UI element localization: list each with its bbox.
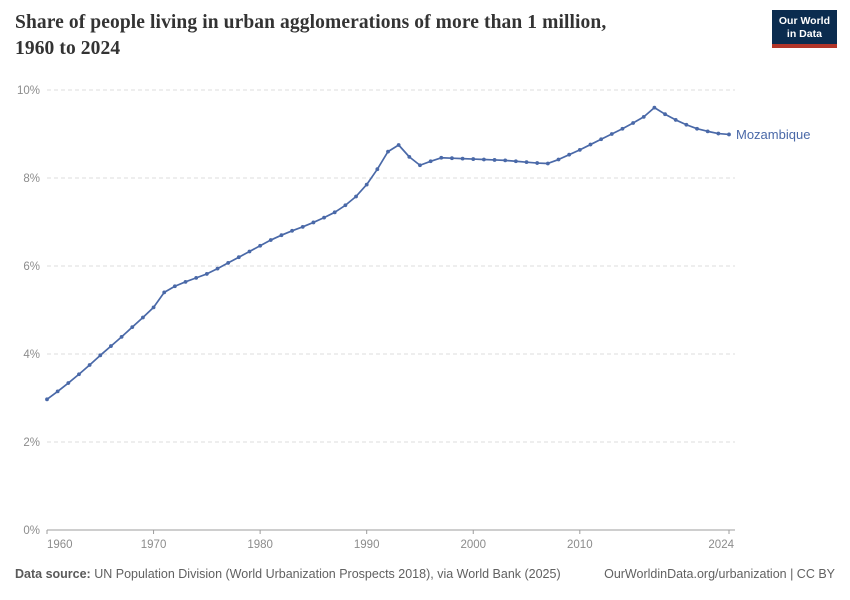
- data-point: [87, 363, 92, 367]
- data-point: [599, 137, 604, 142]
- y-axis-tick-label: 10%: [17, 85, 40, 97]
- chart-footer: Data source: UN Population Division (Wor…: [15, 567, 835, 581]
- chart-title-line2: 1960 to 2024: [15, 37, 121, 59]
- data-point: [695, 126, 699, 131]
- data-point: [545, 161, 550, 166]
- data-point: [98, 353, 103, 358]
- data-point: [588, 142, 593, 147]
- data-point: [460, 156, 465, 161]
- data-point: [577, 147, 582, 152]
- data-point: [428, 159, 433, 164]
- data-point: [684, 122, 689, 127]
- y-axis-tick-label: 8%: [23, 173, 40, 185]
- data-point: [162, 290, 167, 295]
- data-point: [66, 381, 71, 385]
- data-source-note: Data source: UN Population Division (Wor…: [15, 567, 561, 581]
- data-point: [471, 157, 476, 161]
- owid-logo-text-line1: Our World: [778, 15, 830, 27]
- owid-logo[interactable]: Our World in Data: [771, 10, 837, 48]
- data-point: [386, 149, 390, 154]
- data-point: [109, 344, 113, 348]
- data-point: [492, 158, 497, 162]
- data-source-text: UN Population Division (World Urbanizati…: [90, 567, 561, 581]
- x-axis-tick-label: 2000: [460, 539, 486, 551]
- data-point: [364, 182, 369, 187]
- data-point: [130, 325, 135, 330]
- data-point: [204, 272, 209, 276]
- x-axis-tick-label: 1990: [354, 539, 380, 551]
- chart-title-line1: Share of people living in urban agglomer…: [15, 12, 607, 33]
- data-point: [322, 215, 326, 220]
- data-point: [513, 159, 518, 164]
- x-axis-tick-label: 1980: [247, 539, 273, 551]
- data-point: [354, 194, 358, 199]
- data-point: [258, 243, 263, 248]
- data-point: [247, 249, 252, 254]
- data-point: [375, 167, 380, 172]
- data-point: [141, 315, 145, 320]
- y-axis-tick-label: 6%: [23, 261, 40, 273]
- data-point: [418, 163, 422, 168]
- data-point: [183, 279, 188, 284]
- data-point: [290, 228, 294, 233]
- data-point: [716, 131, 721, 136]
- data-point: [450, 156, 454, 161]
- data-point: [151, 305, 156, 310]
- data-point: [641, 114, 646, 119]
- owid-logo-text-line2: in Data: [786, 27, 822, 40]
- data-point: [194, 275, 199, 280]
- data-point: [705, 129, 710, 134]
- data-point: [652, 105, 657, 110]
- data-point: [482, 157, 486, 162]
- data-point: [567, 152, 572, 157]
- data-point: [396, 143, 401, 147]
- data-point: [300, 224, 305, 229]
- data-point: [609, 132, 614, 136]
- data-point: [77, 372, 81, 377]
- series-label-mozambique[interactable]: Mozambique: [736, 127, 810, 142]
- data-point: [268, 238, 273, 242]
- data-point: [620, 126, 625, 131]
- data-point: [407, 154, 412, 159]
- y-axis-tick-label: 0%: [23, 525, 40, 537]
- data-point: [535, 161, 540, 165]
- data-point: [673, 118, 678, 122]
- data-point: [172, 284, 177, 289]
- data-point: [439, 155, 444, 160]
- data-point: [215, 266, 220, 271]
- x-axis-tick-label: 2024: [708, 539, 734, 551]
- x-axis-tick-label: 1960: [47, 539, 73, 551]
- data-point: [631, 121, 635, 125]
- x-axis-tick-label: 2010: [567, 539, 593, 551]
- data-source-label: Data source:: [15, 567, 91, 581]
- data-point: [226, 261, 231, 265]
- data-point: [524, 160, 529, 165]
- data-point: [556, 157, 561, 162]
- attribution-link[interactable]: OurWorldinData.org/urbanization | CC BY: [604, 567, 835, 581]
- data-point: [332, 210, 337, 215]
- data-point: [663, 112, 667, 117]
- chart-title: Share of people living in urban agglomer…: [15, 10, 745, 61]
- data-point: [727, 132, 731, 137]
- data-point: [279, 233, 284, 238]
- data-point: [503, 158, 508, 163]
- y-axis-tick-label: 2%: [23, 437, 40, 449]
- data-point: [311, 220, 316, 225]
- data-point: [45, 397, 49, 402]
- data-point: [343, 203, 348, 208]
- y-axis-tick-label: 4%: [23, 349, 40, 361]
- data-point: [236, 255, 241, 260]
- data-point: [119, 334, 124, 339]
- data-point: [55, 389, 60, 394]
- x-axis-tick-label: 1970: [141, 539, 167, 551]
